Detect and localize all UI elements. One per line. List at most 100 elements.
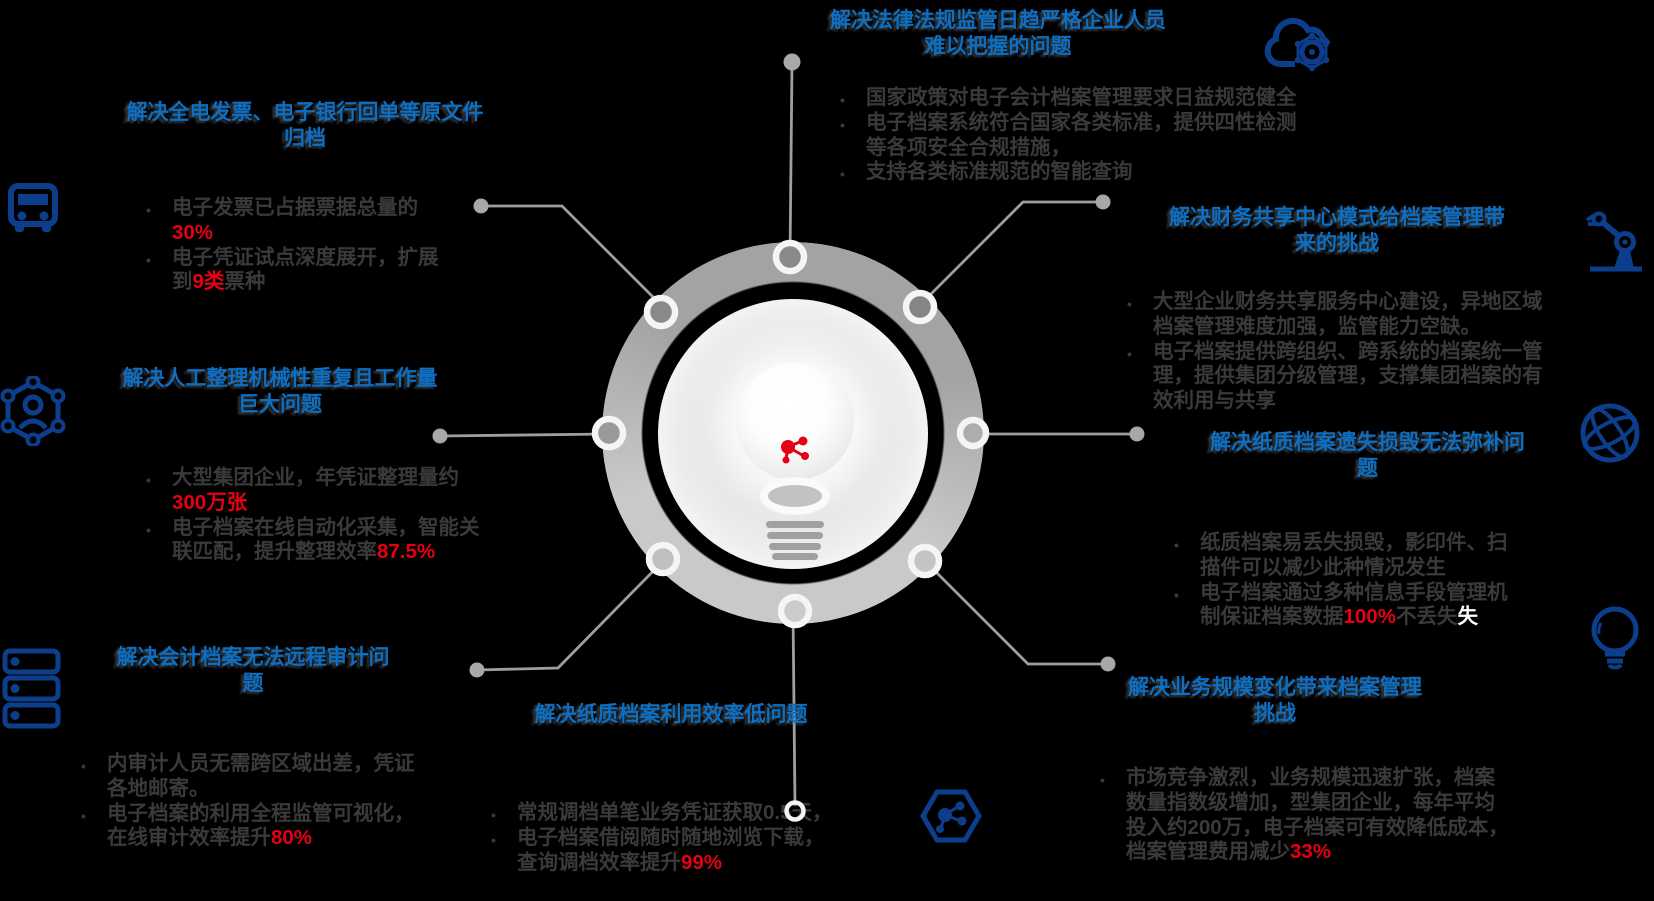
lightbulb-illustration <box>736 362 854 480</box>
bus-icon <box>6 180 60 241</box>
bullet-line: 内审计人员无需跨区域出差，凭证 <box>73 752 415 779</box>
cloud-gear-icon <box>1261 12 1337 81</box>
text-segment: 描件可以减少此种情况发生 <box>1200 555 1446 579</box>
bulb-socket-rim <box>760 477 830 515</box>
block-title: 解决会计档案无法远程审计问 题 <box>80 645 426 697</box>
bullet-line: 电子档案通过多种信息手段管理机 <box>1166 580 1508 608</box>
bullet-line: 电子发票已占据票据总量的 <box>138 196 439 223</box>
block-bullets: 纸质档案易丢失损毁，影印件、扫描件可以减少此种情况发生电子档案通过多种信息手段管… <box>1166 531 1508 630</box>
bullet-line: 大型企业财务共享服务中心建设，异地区域 <box>1119 290 1543 317</box>
bullet-line-continued: 30% <box>138 221 439 246</box>
hexagon-molecule-icon <box>918 783 984 854</box>
bullet-line: 电子档案提供跨组织、跨系统的档案统一管 <box>1119 339 1543 367</box>
bulb-screw-ridge <box>769 543 821 550</box>
bullet-line: 电子档案在线自动化采集，智能关 <box>138 515 480 543</box>
text-segment: 在线审计效率提升 <box>107 826 271 850</box>
bullet-line-continued: 效利用与共享 <box>1119 389 1543 414</box>
text-segment: 投入约200万，电子档案可有效降低成本， <box>1126 815 1509 839</box>
block-bullets: 市场竞争激烈，业务规模迅速扩张，档案数量指数级增加，型集团企业，每年平均投入约2… <box>1092 766 1509 865</box>
text-segment: 电子档案的利用全程监管可视化， <box>107 801 415 825</box>
text-segment: 数量指数级增加，型集团企业，每年平均 <box>1126 790 1495 814</box>
red-molecule-icon <box>781 436 809 464</box>
block-bullets: 大型集团企业，年凭证整理量约300万张电子档案在线自动化采集，智能关联匹配，提升… <box>138 466 480 565</box>
block-title: 解决纸质档案利用效率低问题 <box>460 702 882 728</box>
bulb-screw-ridge <box>767 532 823 539</box>
text-segment: 电子档案系统符合国家各类标准，提供四性检测 <box>866 110 1297 134</box>
block-title: 解决全电发票、电子银行回单等原文件 归档 <box>115 100 495 152</box>
bullet-line-continued: 300万张 <box>138 491 480 516</box>
title-line: 题 <box>242 672 264 695</box>
text-segment: 30% <box>172 220 214 244</box>
text-segment: 300万张 <box>172 490 248 514</box>
bullet-line: 纸质档案易丢失损毁，影印件、扫 <box>1166 531 1508 558</box>
block-title: 解决业务规模变化带来档案管理 挑战 <box>1090 675 1460 727</box>
bullet-line-continued: 档案管理难度加强，监管能力空缺。 <box>1119 315 1543 340</box>
text-segment: 电子档案借阅随时随地浏览下载， <box>517 825 825 849</box>
bullet-line-continued: 描件可以减少此种情况发生 <box>1166 556 1508 581</box>
block-title: 解决法律法规监管日趋严格企业人员 难以把握的问题 <box>788 8 1208 60</box>
server-icon <box>2 648 62 737</box>
bullet-line: 大型集团企业，年凭证整理量约 <box>138 466 480 493</box>
block-bullets: 常规调档单笔业务凭证获取0.5天，电子档案借阅随时随地浏览下载，查询调档效率提升… <box>483 801 833 875</box>
title-line: 归档 <box>284 127 326 150</box>
bulb-screw-ridge <box>772 553 818 560</box>
title-line: 来的挑战 <box>1295 232 1379 255</box>
bullet-line-continued: 查询调档效率提升99% <box>483 851 833 876</box>
title-line: 解决全电发票、电子银行回单等原文件 <box>126 101 484 124</box>
ring-nodes <box>591 239 990 629</box>
bullet-line-continued: 联匹配，提升整理效率87.5% <box>138 540 480 565</box>
text-segment: 理，提供集团分级管理，支撑集团档案的有 <box>1153 364 1543 388</box>
bullet-line-continued: 在线审计效率提升80% <box>73 826 415 851</box>
text-segment: 等各项安全合规措施， <box>866 135 1071 159</box>
bulb-screw-ridge <box>766 521 824 528</box>
bullet-line: 国家政策对电子会计档案管理要求日益规范健全 <box>832 86 1297 113</box>
text-segment: 失 <box>1457 605 1478 629</box>
title-line: 挑战 <box>1254 702 1296 725</box>
bullet-line-continued: 各地邮寄。 <box>73 777 415 802</box>
text-segment: 电子发票已占据票据总量的 <box>172 196 418 219</box>
bullet-line-continued: 数量指数级增加，型集团企业，每年平均 <box>1092 791 1509 816</box>
bullet-line: 电子凭证试点深度展开，扩展 <box>138 246 439 273</box>
text-segment: 支持各类标准规范的智能查询 <box>866 160 1133 184</box>
text-segment: 大型企业财务共享服务中心建设，异地区域 <box>1153 290 1543 313</box>
text-segment: 到 <box>172 270 193 294</box>
text-segment: 不丢失 <box>1395 605 1458 629</box>
text-segment: 电子档案提供跨组织、跨系统的档案统一管 <box>1153 339 1543 363</box>
bullet-line-continued: 理，提供集团分级管理，支撑集团档案的有 <box>1119 364 1543 389</box>
text-segment: 纸质档案易丢失损毁，影印件、扫 <box>1200 531 1508 554</box>
text-segment: 9类 <box>192 270 225 294</box>
south-line-end-node <box>784 800 806 822</box>
block-bullets: 国家政策对电子会计档案管理要求日益规范健全电子档案系统符合国家各类标准，提供四性… <box>832 86 1297 187</box>
title-line: 解决会计档案无法远程审计问 <box>116 646 390 669</box>
text-segment: 市场竞争激烈，业务规模迅速扩张，档案 <box>1126 766 1495 789</box>
lightbulb-icon <box>1588 605 1642 678</box>
title-line: 解决法律法规监管日趋严格企业人员 <box>830 9 1166 32</box>
robot-arm-icon <box>1585 210 1646 279</box>
text-segment: 内审计人员无需跨区域出差，凭证 <box>107 752 415 775</box>
bullet-line: 电子档案的利用全程监管可视化， <box>73 801 415 829</box>
title-line: 解决纸质档案利用效率低问题 <box>534 703 808 726</box>
text-segment: 电子档案通过多种信息手段管理机 <box>1200 580 1508 604</box>
block-title: 解决人工整理机械性重复且工作量 巨大问题 <box>110 366 450 418</box>
text-segment: 80% <box>271 826 313 850</box>
bullet-line-continued: 等各项安全合规措施， <box>832 136 1297 161</box>
block-bullets: 内审计人员无需跨区域出差，凭证各地邮寄。电子档案的利用全程监管可视化，在线审计效… <box>73 752 415 851</box>
text-segment: 制保证档案数据 <box>1200 605 1344 629</box>
bullet-line-continued: 到9类票种 <box>138 270 439 295</box>
bullet-line: 常规调档单笔业务凭证获取0.5天， <box>483 801 833 828</box>
text-segment: 电子档案在线自动化采集，智能关 <box>172 515 480 539</box>
block-title: 解决纸质档案遗失损毁无法弥补问 题 <box>1190 430 1545 482</box>
globe-icon <box>1578 400 1642 471</box>
text-segment: 联匹配，提升整理效率 <box>172 540 377 564</box>
text-segment: 效利用与共享 <box>1153 389 1276 413</box>
text-segment: 票种 <box>224 270 266 294</box>
title-line: 解决纸质档案遗失损毁无法弥补问 <box>1210 431 1525 454</box>
bullet-line: 电子档案系统符合国家各类标准，提供四性检测 <box>832 110 1297 138</box>
line-end-dots <box>432 53 1145 678</box>
text-segment: 99% <box>681 850 723 874</box>
text-segment: 33% <box>1290 840 1332 864</box>
block-bullets: 大型企业财务共享服务中心建设，异地区域档案管理难度加强，监管能力空缺。电子档案提… <box>1119 290 1543 414</box>
text-segment: 各地邮寄。 <box>107 776 210 800</box>
